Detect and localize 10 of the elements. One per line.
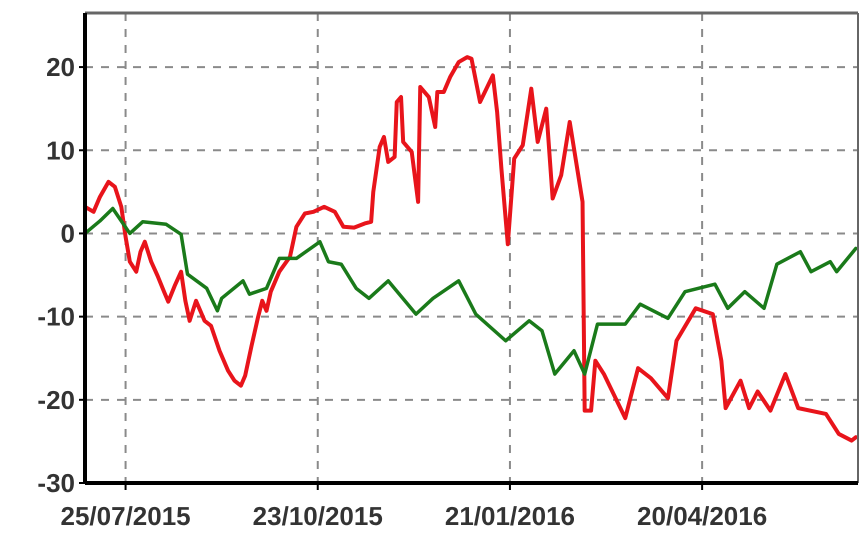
x-tick-label: 25/07/2015 bbox=[60, 501, 191, 531]
y-tick-label: 10 bbox=[46, 135, 75, 166]
y-tick-label: -30 bbox=[37, 468, 75, 498]
x-tick-label: 23/10/2015 bbox=[252, 501, 383, 531]
x-tick-label: 20/04/2016 bbox=[637, 501, 768, 531]
x-tick-label: 21/01/2016 bbox=[444, 501, 576, 531]
y-tick-label: -10 bbox=[37, 302, 75, 332]
y-tick-label: 20 bbox=[46, 52, 75, 82]
y-tick-label: -20 bbox=[37, 384, 75, 415]
y-tick-label: 0 bbox=[60, 218, 75, 249]
